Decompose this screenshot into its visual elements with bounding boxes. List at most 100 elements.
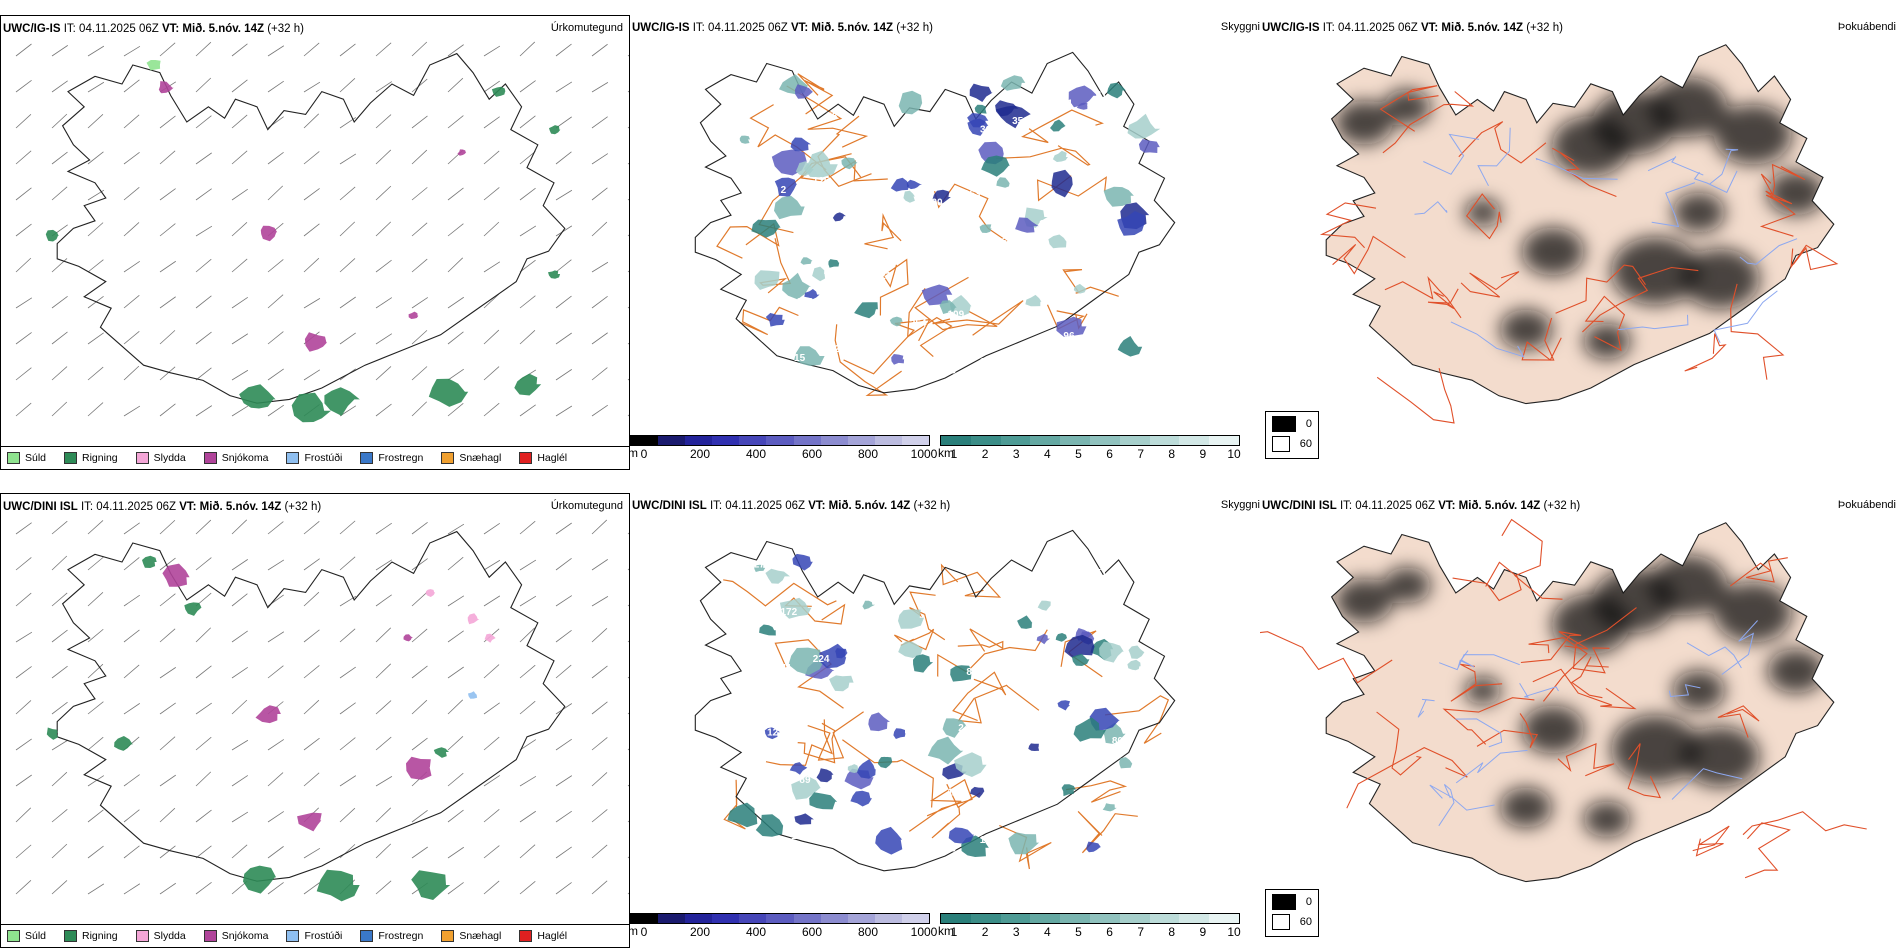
wind-barb xyxy=(231,699,248,715)
visibility-label: 110 xyxy=(1029,762,1046,773)
wind-barb xyxy=(591,880,608,895)
precip-area xyxy=(316,869,360,902)
wind-barb xyxy=(303,257,320,273)
colorbar-tick: 8 xyxy=(1168,447,1176,461)
visibility-label: 69 xyxy=(810,710,822,721)
wind-barb xyxy=(15,807,32,823)
wind-barb xyxy=(87,520,104,535)
river xyxy=(1647,156,1704,176)
wind-barb xyxy=(483,366,500,381)
road xyxy=(1452,561,1522,602)
wind-barb xyxy=(375,594,392,607)
visibility-label: 107 xyxy=(856,159,873,170)
road xyxy=(996,145,1091,166)
precip-area xyxy=(468,691,478,699)
wind-barb xyxy=(591,261,609,273)
colorbar-swatch xyxy=(793,914,821,923)
visibility-area xyxy=(1000,75,1026,91)
wind-barb xyxy=(123,703,141,715)
wind-barb xyxy=(375,366,392,381)
wind-barb xyxy=(447,595,465,607)
visibility-label: 476 xyxy=(829,822,846,833)
wind-barb xyxy=(231,258,248,273)
wind-barb xyxy=(159,882,176,895)
wind-barb xyxy=(591,809,608,823)
wind-barb xyxy=(339,807,356,823)
precip-area xyxy=(549,125,561,135)
wind-barb xyxy=(591,82,609,93)
visibility-label: 3 xyxy=(980,124,986,135)
wind-barb xyxy=(339,296,356,309)
colorbar-swatch xyxy=(739,914,767,923)
wind-barb xyxy=(519,844,536,859)
wind-barb xyxy=(375,81,393,93)
wind-barb xyxy=(123,295,140,309)
visibility-area xyxy=(1107,82,1126,99)
wind-barb xyxy=(15,844,32,859)
colorbar-unit: m xyxy=(630,924,638,938)
wind-barb xyxy=(339,186,356,201)
wind-barb xyxy=(159,702,176,715)
wind-barb xyxy=(339,43,356,57)
precip-area xyxy=(45,229,59,242)
iceland-land xyxy=(1325,44,1835,405)
wind-barb xyxy=(15,402,32,417)
wind-barb xyxy=(195,188,212,201)
precip-area xyxy=(403,634,413,642)
wind-barb xyxy=(159,845,176,859)
colorbar-swatch xyxy=(712,914,740,923)
wind-barb xyxy=(87,809,104,823)
precip-areas xyxy=(46,555,496,902)
road xyxy=(723,779,746,830)
wind-barb xyxy=(519,595,537,607)
visibility-label: 48 xyxy=(945,366,957,377)
wind-barb xyxy=(411,78,428,93)
visibility-area xyxy=(974,104,987,114)
wind-barb xyxy=(195,225,213,237)
visibility-area xyxy=(1017,615,1033,629)
visibility-area xyxy=(857,759,876,779)
wind-barb xyxy=(159,260,176,273)
colorbar-swatch xyxy=(941,914,971,923)
wind-barb xyxy=(375,42,392,57)
wind-barb xyxy=(519,330,536,345)
visibility-area xyxy=(794,813,814,825)
road xyxy=(1021,109,1104,144)
visibility-area xyxy=(949,295,972,317)
fog-area xyxy=(1767,649,1825,693)
wind-barb xyxy=(267,294,284,309)
wind-barb xyxy=(375,185,392,201)
road xyxy=(952,671,1007,722)
precip-area xyxy=(297,812,322,832)
visibility-area xyxy=(794,346,825,366)
wind-barb xyxy=(483,522,500,535)
road xyxy=(807,711,864,761)
road xyxy=(786,85,869,148)
visibility-label: 51 xyxy=(1096,568,1108,579)
wind-barb xyxy=(483,187,500,201)
visibility-label: 44 xyxy=(896,150,908,161)
visibility-label: 125 xyxy=(813,176,830,187)
wind-barb xyxy=(555,259,572,273)
visibility-area xyxy=(1055,633,1068,642)
visibility-area xyxy=(875,826,903,855)
visibility-area xyxy=(1048,234,1067,249)
wind-barb xyxy=(339,332,356,345)
road xyxy=(1730,283,1785,380)
wind-barb xyxy=(303,521,320,535)
fog-area xyxy=(1713,104,1792,165)
wind-barb xyxy=(15,80,32,93)
wind-barb xyxy=(159,557,176,571)
wind-barb xyxy=(447,187,464,201)
wind-barb xyxy=(195,405,213,417)
iceland-coastline xyxy=(694,529,1176,872)
wind-barb xyxy=(555,225,573,237)
wind-barb xyxy=(375,149,392,165)
visibility-area xyxy=(812,266,826,282)
wind-barb xyxy=(267,811,285,823)
visibility-area xyxy=(1028,743,1040,751)
visibility-labels: 128 109 82 163 88 146 216 165 125 350 121 454 135 112… xyxy=(748,81,1139,376)
wind-barb xyxy=(447,44,464,57)
wind-barb xyxy=(375,221,392,237)
wind-barb xyxy=(447,402,464,417)
